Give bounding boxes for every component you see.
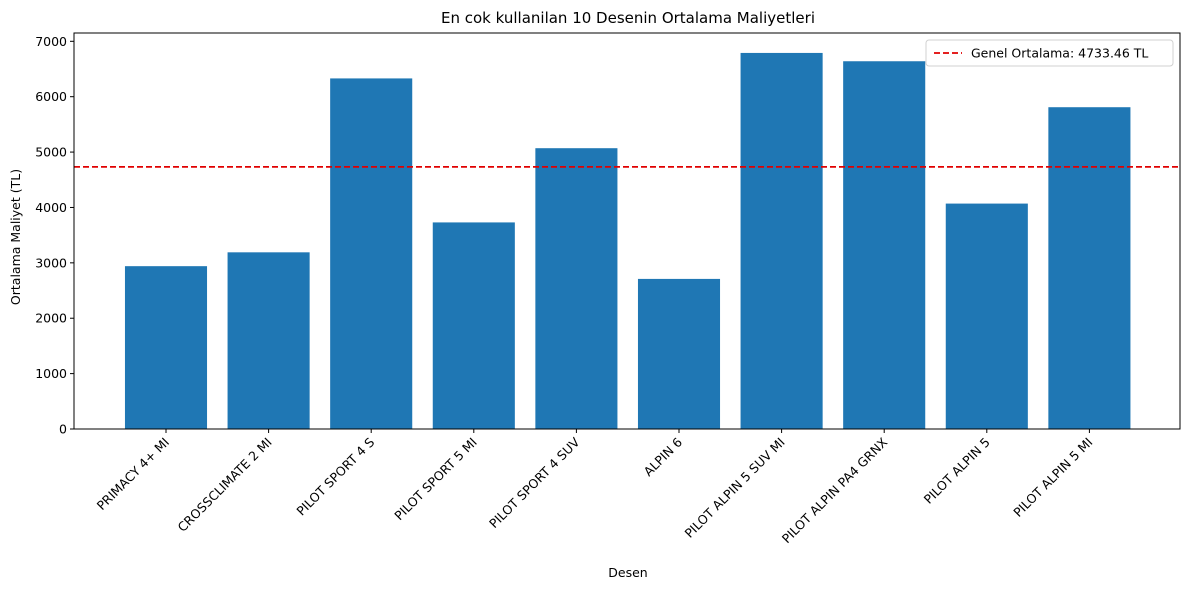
bar-0: [124, 266, 208, 429]
legend: Genel Ortalama: 4733.46 TL: [925, 39, 1174, 67]
y-tick-label-7: 7000: [35, 34, 67, 49]
bar-8: [945, 203, 1028, 429]
x-tick-label-8: PILOT ALPIN 5: [921, 435, 993, 507]
y-tick-label-2: 2000: [35, 311, 67, 326]
chart-title: En cok kullanilan 10 Desenin Ortalama Ma…: [441, 9, 815, 27]
x-tick-label-7: PILOT ALPIN PA4 GRNX: [779, 434, 891, 546]
x-tick-label-5: ALPIN 6: [641, 434, 686, 479]
plot-frame: [73, 32, 1181, 430]
legend-box: [925, 39, 1174, 67]
x-tick-label-9: PILOT ALPIN 5 MI: [1010, 435, 1095, 520]
bar-7: [843, 61, 926, 429]
bars-group: [124, 52, 1131, 430]
bar-5: [637, 278, 721, 429]
y-axis-label: Ortalama Maliyet (TL): [8, 169, 23, 305]
x-axis-label: Desen: [608, 565, 647, 580]
y-tick-label-1: 1000: [35, 366, 67, 381]
x-tick-label-2: PILOT SPORT 4 S: [293, 434, 377, 518]
y-tick-label-0: 0: [59, 422, 67, 437]
x-tick-label-0: PRIMACY 4+ MI: [94, 435, 172, 513]
legend-label: Genel Ortalama: 4733.46 TL: [971, 46, 1148, 61]
x-axis: PRIMACY 4+ MI CROSSCLIMATE 2 MI PILOT SPOR…: [94, 429, 1096, 546]
bar-6: [740, 52, 823, 429]
y-tick-label-4: 4000: [35, 200, 67, 215]
x-tick-label-6: PILOT ALPIN 5 SUV MI: [681, 435, 787, 541]
bar-9: [1048, 107, 1131, 429]
x-tick-label-1: CROSSCLIMATE 2 MI: [174, 435, 274, 535]
x-tick-label-4: PILOT SPORT 4 SUV: [486, 434, 583, 531]
bar-2: [330, 78, 413, 430]
bar-1: [227, 252, 310, 429]
bar-4: [535, 148, 618, 429]
y-axis: 0 1000 2000 3000 4000 5000 6000 7000: [35, 34, 74, 437]
x-tick-label-3: PILOT SPORT 5 MI: [391, 435, 480, 524]
bar-3: [432, 222, 515, 429]
y-tick-label-6: 6000: [35, 89, 67, 104]
y-tick-label-5: 5000: [35, 145, 67, 160]
y-tick-label-3: 3000: [35, 255, 67, 270]
